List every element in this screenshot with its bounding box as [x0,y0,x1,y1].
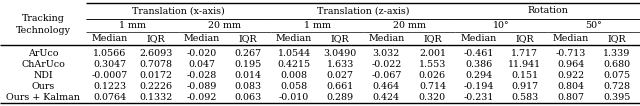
Text: Median: Median [553,34,589,43]
Text: Translation (z-axis): Translation (z-axis) [317,6,410,15]
Text: ChArUco: ChArUco [21,60,65,69]
Text: Median: Median [184,34,220,43]
Text: Median: Median [460,34,497,43]
Text: 10°: 10° [493,21,510,30]
Text: 3.032: 3.032 [372,49,400,58]
Text: Ours + Kalman: Ours + Kalman [6,93,80,102]
Text: 0.917: 0.917 [511,82,538,91]
Text: 20 mm: 20 mm [393,21,426,30]
Text: IQR: IQR [515,34,534,43]
Text: 0.267: 0.267 [234,49,261,58]
Text: 0.075: 0.075 [604,71,630,80]
Text: 0.4215: 0.4215 [277,60,310,69]
Text: 0.026: 0.026 [419,71,446,80]
Text: Translation (x-axis): Translation (x-axis) [132,6,225,15]
Text: Median: Median [368,34,404,43]
Text: -0.010: -0.010 [279,93,309,102]
Text: 2.001: 2.001 [419,49,446,58]
Text: 0.464: 0.464 [372,82,400,91]
Text: -0.231: -0.231 [463,93,493,102]
Text: -0.028: -0.028 [187,71,217,80]
Text: 0.294: 0.294 [465,71,492,80]
Text: Rotation: Rotation [527,6,568,15]
Text: 1.633: 1.633 [326,60,354,69]
Text: Tracking
Technology: Tracking Technology [16,14,70,35]
Text: 0.320: 0.320 [419,93,446,102]
Text: 1.0566: 1.0566 [93,49,126,58]
Text: 1 mm: 1 mm [303,21,331,30]
Text: 0.2226: 0.2226 [139,82,172,91]
Text: ArUco: ArUco [28,49,58,58]
Text: 0.7078: 0.7078 [139,60,172,69]
Text: 0.027: 0.027 [326,71,354,80]
Text: -0.067: -0.067 [371,71,401,80]
Text: 0.195: 0.195 [234,60,262,69]
Text: 1 mm: 1 mm [119,21,146,30]
Text: Median: Median [92,34,127,43]
Text: 1.717: 1.717 [511,49,538,58]
Text: 0.714: 0.714 [419,82,446,91]
Text: IQR: IQR [607,34,627,43]
Text: IQR: IQR [331,34,349,43]
Text: 3.0490: 3.0490 [323,49,356,58]
Text: 0.008: 0.008 [280,71,307,80]
Text: 0.661: 0.661 [326,82,354,91]
Text: IQR: IQR [423,34,442,43]
Text: 0.964: 0.964 [557,60,584,69]
Text: -0.022: -0.022 [371,60,401,69]
Text: 1.553: 1.553 [419,60,446,69]
Text: 0.058: 0.058 [280,82,308,91]
Text: -0.461: -0.461 [463,49,493,58]
Text: 0.807: 0.807 [557,93,584,102]
Text: 0.1332: 0.1332 [139,93,172,102]
Text: NDI: NDI [33,71,53,80]
Text: 0.289: 0.289 [326,93,354,102]
Text: IQR: IQR [147,34,165,43]
Text: 0.728: 0.728 [604,82,630,91]
Text: -0.020: -0.020 [187,49,217,58]
Text: 1.0544: 1.0544 [277,49,310,58]
Text: -0.089: -0.089 [186,82,217,91]
Text: 0.047: 0.047 [188,60,215,69]
Text: 0.395: 0.395 [604,93,630,102]
Text: 0.1223: 0.1223 [93,82,126,91]
Text: -0.713: -0.713 [556,49,586,58]
Text: 20 mm: 20 mm [208,21,241,30]
Text: 0.0172: 0.0172 [139,71,172,80]
Text: 0.804: 0.804 [557,82,584,91]
Text: Ours: Ours [31,82,55,91]
Text: Median: Median [276,34,312,43]
Text: 0.583: 0.583 [511,93,538,102]
Text: 50°: 50° [586,21,602,30]
Text: 0.680: 0.680 [604,60,630,69]
Text: 0.151: 0.151 [511,71,538,80]
Text: -0.092: -0.092 [186,93,217,102]
Text: 0.063: 0.063 [234,93,262,102]
Text: 0.014: 0.014 [234,71,261,80]
Text: 1.339: 1.339 [604,49,630,58]
Text: -0.0007: -0.0007 [92,71,127,80]
Text: 0.3047: 0.3047 [93,60,126,69]
Text: IQR: IQR [239,34,257,43]
Text: 0.083: 0.083 [234,82,261,91]
Text: 0.386: 0.386 [465,60,492,69]
Text: 0.922: 0.922 [557,71,584,80]
Text: 0.0764: 0.0764 [93,93,126,102]
Text: -0.194: -0.194 [463,82,493,91]
Text: 11.941: 11.941 [508,60,541,69]
Text: 0.424: 0.424 [372,93,400,102]
Text: 2.6093: 2.6093 [139,49,172,58]
